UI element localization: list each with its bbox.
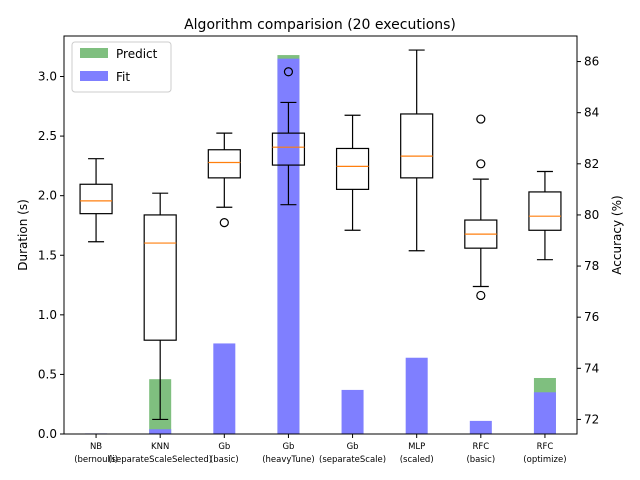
right-tick-label-6: 84 <box>584 106 599 120</box>
left-tick-label-2: 1.0 <box>38 308 57 322</box>
legend-swatch-predict <box>80 48 108 58</box>
bar-fit-7 <box>533 392 556 434</box>
legend-swatch-fit <box>80 71 108 81</box>
bars-layer <box>85 55 556 435</box>
right-tick-label-5: 82 <box>584 157 599 171</box>
bar-fit-5 <box>405 357 428 434</box>
x-tick-label-0-b: (bernoulli) <box>74 455 118 465</box>
boxplot-7 <box>528 170 562 261</box>
x-tick-label-7-b: (optimize) <box>523 455 566 465</box>
bar-fit-2 <box>213 343 236 434</box>
x-tick-label-5-a: MLP <box>408 442 425 452</box>
box-iqr <box>335 147 370 190</box>
right-tick-label-1: 74 <box>584 361 599 375</box>
x-tick-label-6-a: RFC <box>472 442 489 452</box>
flier-1 <box>476 114 486 124</box>
box-iqr <box>143 214 177 341</box>
box-iqr <box>79 183 113 215</box>
boxplot-2 <box>207 132 241 228</box>
x-tick-label-2-b: (basic) <box>210 455 239 465</box>
legend-label-predict: Predict <box>116 47 158 61</box>
right-tick-label-3: 78 <box>584 259 599 273</box>
flier-0 <box>283 67 294 77</box>
x-tick-label-3-b: (heavyTune) <box>262 455 314 465</box>
boxplot-6 <box>464 114 498 301</box>
plot-frame <box>63 35 578 435</box>
boxplot-1 <box>143 192 177 421</box>
box-iqr <box>271 132 306 166</box>
bar-fit-3 <box>277 58 300 435</box>
box-iqr <box>207 149 241 179</box>
boxplot-3 <box>271 67 306 206</box>
left-axis: 0.0 0.5 1.0 1.5 2.0 2.5 3.0 <box>38 70 64 441</box>
x-tick-label-1-a: KNN <box>151 442 169 452</box>
x-tick-label-4-b: (separateScale) <box>319 455 386 465</box>
boxplot-5 <box>400 49 434 252</box>
boxplot-4 <box>335 114 370 231</box>
left-tick-label-5: 2.5 <box>38 129 57 143</box>
right-tick-label-0: 72 <box>584 412 599 426</box>
x-tick-label-2-a: Gb <box>218 442 230 452</box>
bar-fit-4 <box>341 389 364 434</box>
box-iqr <box>400 113 434 179</box>
legend: Predict Fit <box>71 41 172 93</box>
left-tick-label-6: 3.0 <box>38 70 57 84</box>
box-iqr <box>528 191 562 231</box>
x-tick-label-4-a: Gb <box>347 442 359 452</box>
bar-fit-1 <box>149 429 172 434</box>
x-tick-label-1-b: (separateScaleSelected) <box>108 455 212 465</box>
x-tick-label-3-a: Gb <box>282 442 294 452</box>
flier-2 <box>476 290 486 301</box>
left-tick-label-1: 0.5 <box>38 367 57 381</box>
x-axis: NB (bernoulli) KNN (separateScaleSelected) G… <box>74 434 567 465</box>
x-tick-label-6-b: (basic) <box>466 455 495 465</box>
right-axis: 72 74 76 78 80 82 84 86 <box>577 55 599 426</box>
bar-fit-6 <box>469 420 492 434</box>
left-tick-label-3: 1.5 <box>38 248 57 262</box>
left-tick-label-0: 0.0 <box>38 427 57 441</box>
flier-0 <box>476 159 486 169</box>
right-axis-label: Accuracy (%) <box>610 195 624 274</box>
boxplots-layer <box>79 49 562 421</box>
right-tick-label-4: 80 <box>584 208 599 222</box>
x-tick-label-7-a: RFC <box>537 442 554 452</box>
boxplot-0 <box>79 158 113 243</box>
chart-title: Algorithm comparision (20 executions) <box>184 17 456 33</box>
left-tick-label-4: 2.0 <box>38 189 57 203</box>
right-tick-label-7: 86 <box>584 55 599 69</box>
x-tick-label-5-b: (scaled) <box>400 455 434 465</box>
flier-0 <box>219 218 229 228</box>
left-axis-label: Duration (s) <box>16 199 30 271</box>
right-tick-label-2: 76 <box>584 310 599 324</box>
x-tick-label-0-a: NB <box>90 442 102 452</box>
legend-label-fit: Fit <box>116 70 130 84</box>
